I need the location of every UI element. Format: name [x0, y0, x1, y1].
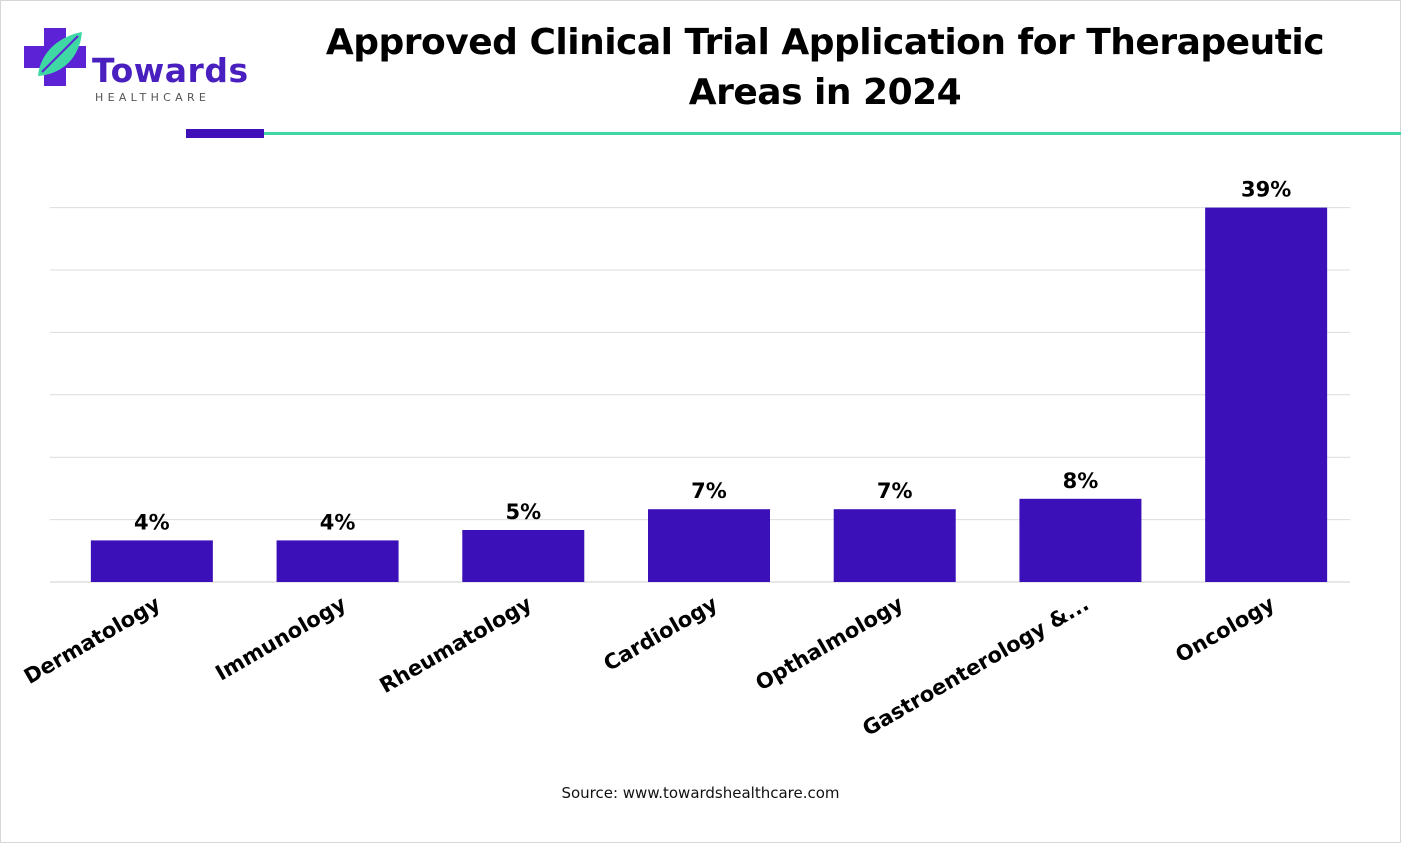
- data-label: 4%: [320, 510, 356, 534]
- logo-name: Towards: [92, 51, 249, 90]
- bar: [1205, 207, 1328, 582]
- source-note: Source: www.towardshealthcare.com: [561, 784, 840, 802]
- logo-subtitle: HEALTHCARE: [95, 91, 211, 104]
- data-label: 4%: [134, 510, 170, 534]
- bar: [648, 509, 770, 582]
- data-label: 5%: [505, 500, 541, 524]
- bar: [462, 530, 585, 582]
- data-label: 39%: [1241, 178, 1291, 202]
- x-tick-label: Dermatology: [20, 591, 165, 688]
- title-rule-accent: [186, 129, 264, 138]
- bar: [276, 540, 399, 582]
- data-label: 7%: [691, 479, 727, 503]
- x-tick-label: Cardiology: [600, 591, 722, 675]
- bar: [90, 540, 213, 582]
- x-tick-label: Oncology: [1171, 591, 1279, 667]
- data-label: 8%: [1063, 469, 1099, 493]
- title-rule-line: [264, 132, 1401, 135]
- bar-chart: 4% Dermatology 4% Immunology 5% Rheumatology 7…: [20, 178, 1350, 741]
- bar: [833, 509, 956, 582]
- x-tick-label: Rheumatology: [376, 591, 537, 698]
- chart-title: Approved Clinical Trial Application for …: [325, 22, 1325, 113]
- data-label: 7%: [877, 479, 913, 503]
- bar: [1019, 498, 1142, 582]
- x-tick-label: Opthalmology: [752, 591, 908, 695]
- x-tick-label: Immunology: [211, 591, 350, 685]
- towards-healthcare-logo: Towards HEALTHCARE: [24, 26, 248, 104]
- logo-cross-icon: [24, 28, 86, 86]
